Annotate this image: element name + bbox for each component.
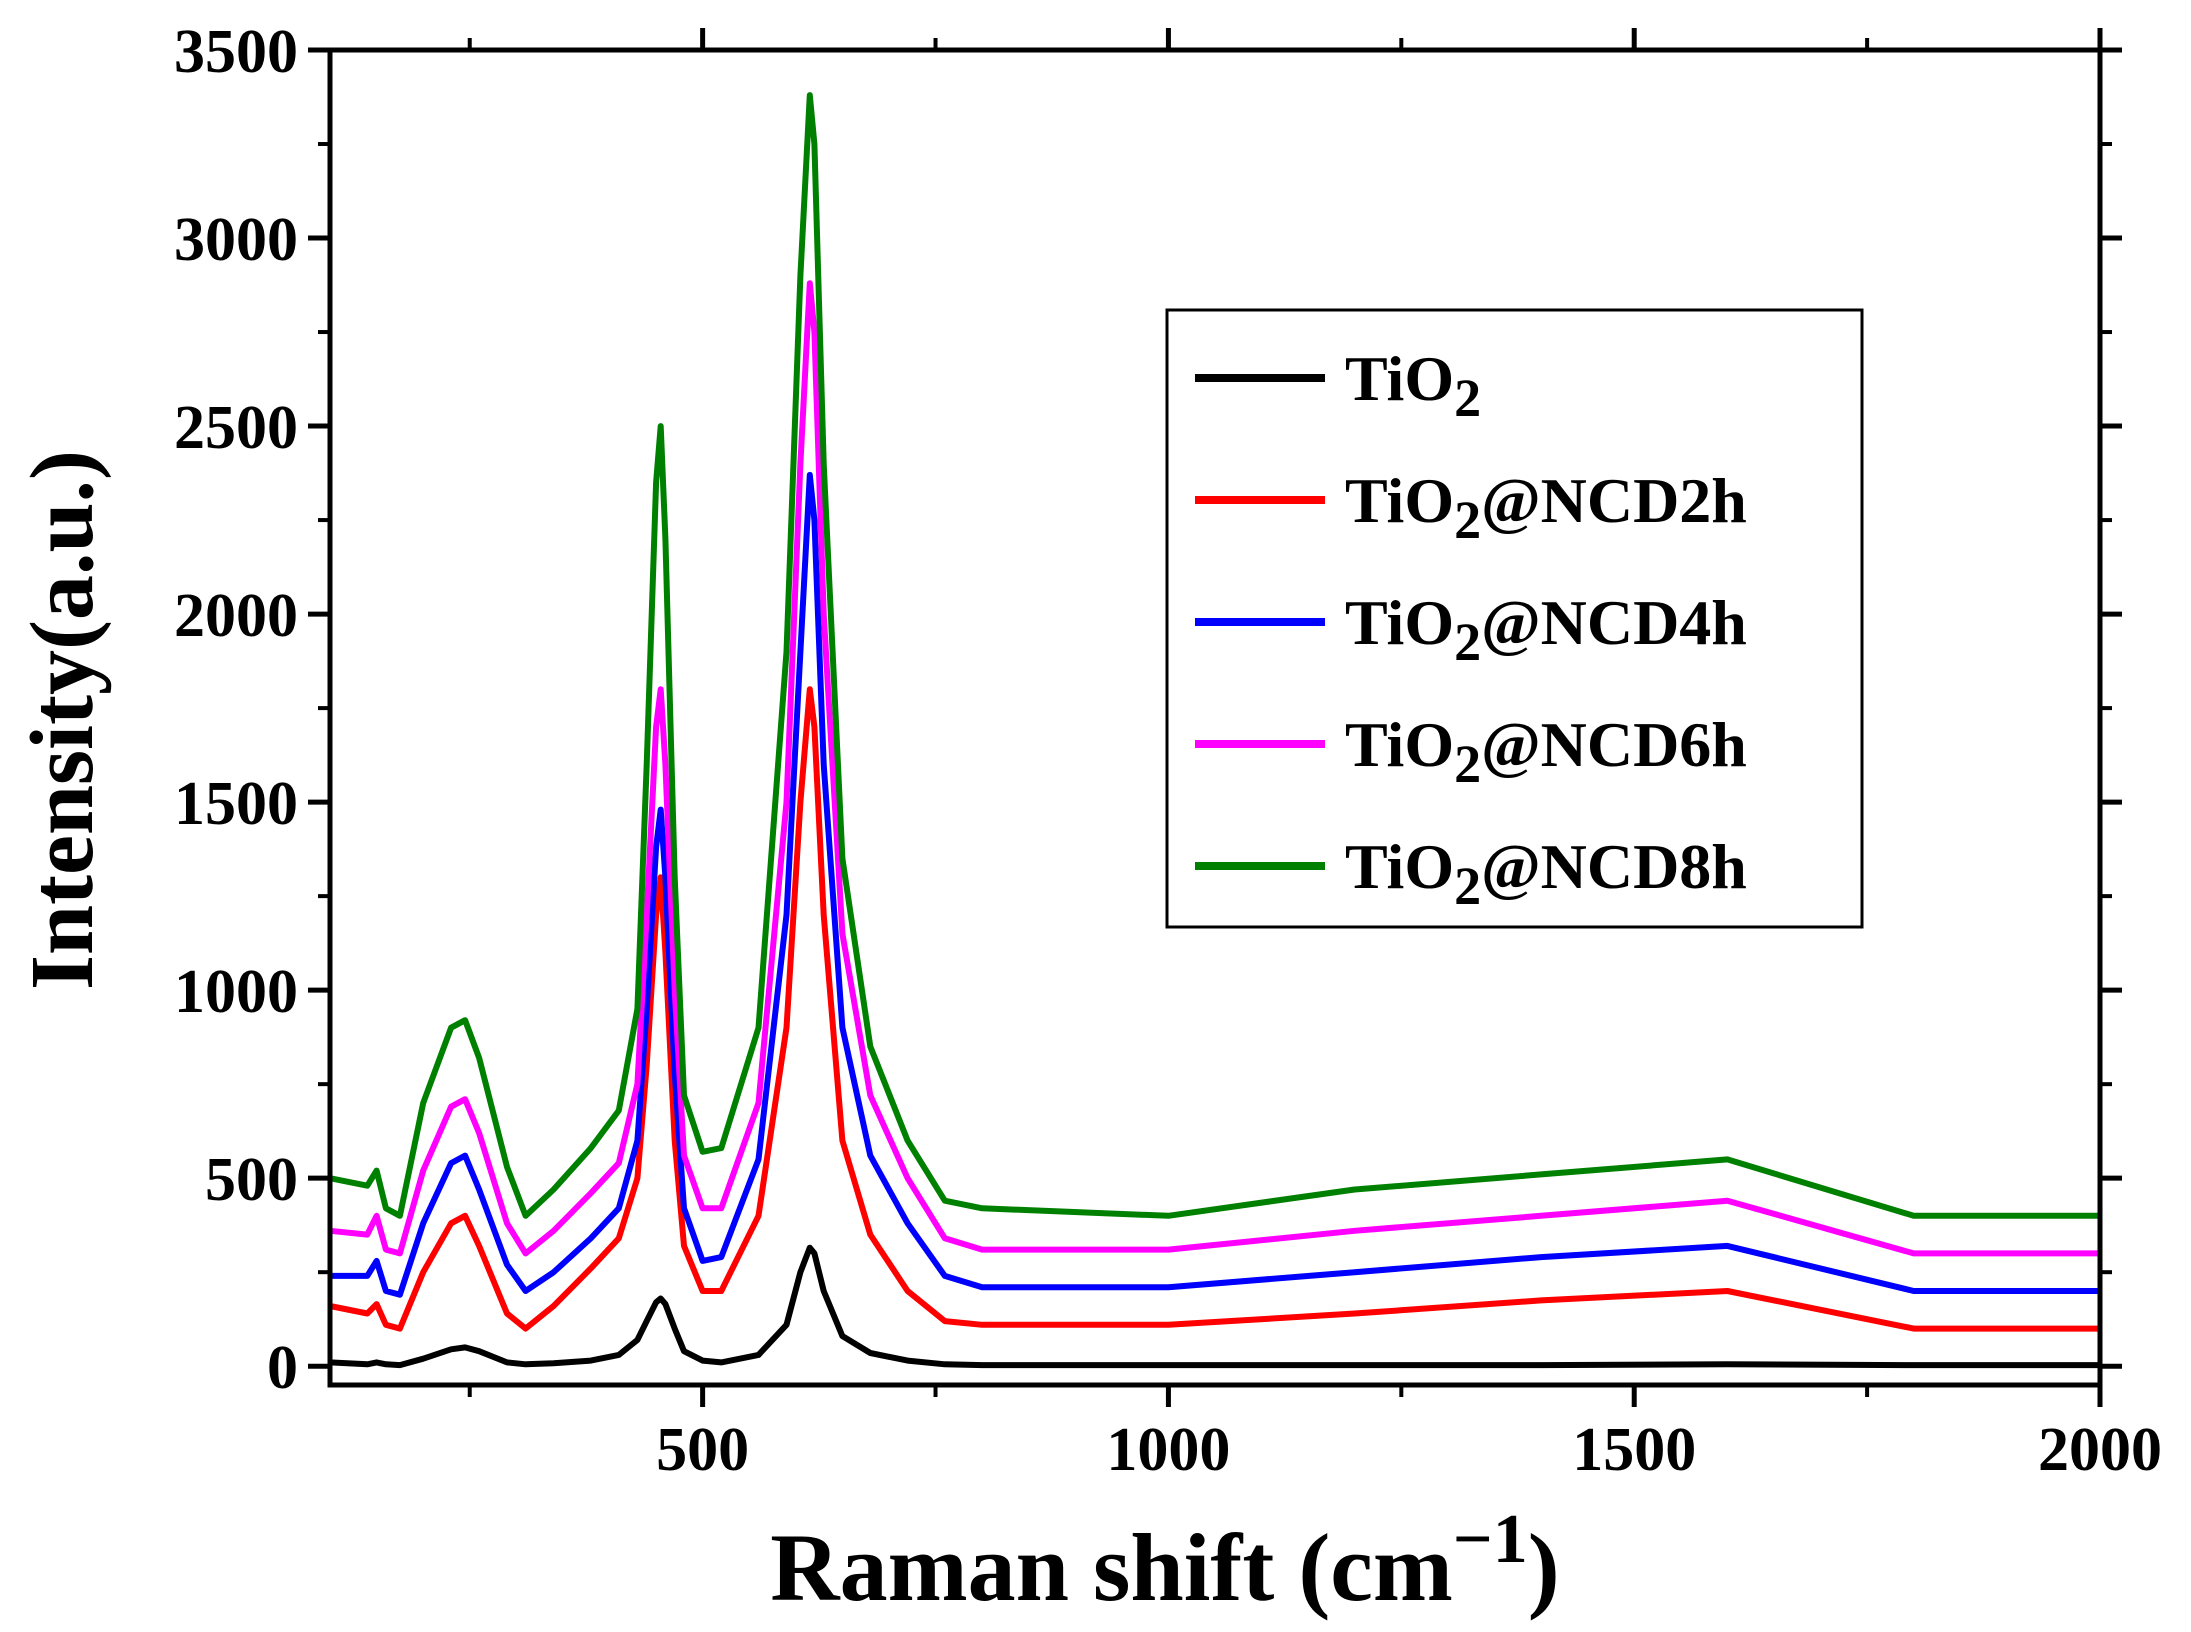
legend-label: TiO2	[1345, 343, 1481, 428]
ticks-layer	[308, 28, 2122, 1407]
labels-layer: 500 1000 1500 2000 0 500 1000 1500 2000 2500 3000 3…	[174, 18, 2162, 1484]
legend-label: TiO2@NCD4h	[1345, 587, 1747, 672]
y-tick-label: 0	[267, 1334, 298, 1402]
y-tick-label: 1000	[174, 958, 298, 1026]
y-tick-label: 2500	[174, 394, 298, 462]
x-tick-label: 2000	[2038, 1416, 2162, 1484]
legend-label: TiO2@NCD8h	[1345, 831, 1747, 916]
plot-frame	[327, 47, 2103, 1388]
y-tick-label: 3500	[174, 18, 298, 86]
x-axis-title-sup: −1	[1453, 1501, 1528, 1578]
y-tick-label: 500	[205, 1146, 298, 1214]
x-tick-label: 1500	[1572, 1416, 1696, 1484]
x-axis-title: Raman shift (cm−1)	[770, 1501, 1559, 1621]
y-tick-label: 1500	[174, 770, 298, 838]
x-tick-label: 500	[656, 1416, 749, 1484]
series-line-TiO2@NCD6h	[329, 280, 2100, 1257]
x-axis-title-close: )	[1528, 1514, 1560, 1621]
series-line-TiO2@NCD2h	[329, 686, 2100, 1332]
legend-label: TiO2@NCD6h	[1345, 709, 1747, 794]
x-axis-title-main: Raman shift (cm	[770, 1514, 1453, 1621]
y-tick-label: 3000	[174, 206, 298, 274]
series-line-TiO2	[329, 1244, 2100, 1369]
series-line-TiO2@NCD4h	[330, 471, 2100, 1298]
y-tick-label: 2000	[174, 582, 298, 650]
x-tick-label: 1000	[1106, 1416, 1230, 1484]
series-layer	[329, 92, 2100, 1369]
legend: TiO2 TiO2@NCD2h TiO2@NCD4h TiO2@NCD6h TiO2@N…	[1165, 308, 1864, 929]
legend-label: TiO2@NCD2h	[1345, 465, 1747, 550]
series-line-TiO2@NCD8h	[329, 92, 2100, 1219]
y-axis-title: Intensity(a.u.)	[13, 450, 112, 990]
